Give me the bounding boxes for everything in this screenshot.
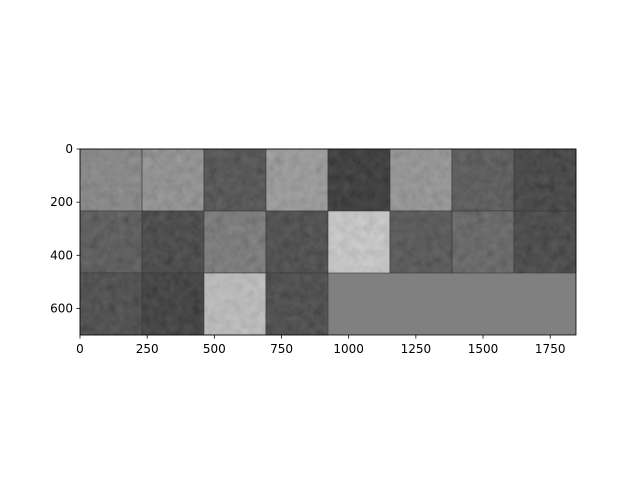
image-tile-11: [203, 210, 267, 274]
x-tick-label-750: 750: [270, 342, 293, 356]
y-tick-label-600: 600: [50, 301, 73, 315]
image-tile-13: [327, 210, 391, 274]
x-tick-label-0: 0: [76, 342, 84, 356]
image-tile-2: [141, 148, 205, 212]
image-tile-7: [451, 148, 515, 212]
image-tile-15: [451, 210, 515, 274]
image-tile-4: [265, 148, 329, 212]
plot-area: [79, 148, 577, 336]
image-tile-1: [79, 148, 143, 212]
x-tick-label-1500: 1500: [468, 342, 499, 356]
image-tile-8: [513, 148, 577, 212]
axes-frame: [79, 148, 577, 336]
x-axis: 0 250 500 750 1000 1250 1500 1750: [76, 335, 565, 356]
image-tile-16: [513, 210, 577, 274]
y-tick-label-0: 0: [65, 142, 73, 156]
image-tile-10: [141, 210, 205, 274]
x-tick-label-1750: 1750: [535, 342, 566, 356]
image-tile-17: [79, 272, 143, 336]
x-tick-label-250: 250: [136, 342, 159, 356]
y-axis: 0 200 400 600: [50, 142, 80, 315]
image-tile-14: [389, 210, 453, 274]
image-tile-18: [141, 272, 205, 336]
image-tile-6: [389, 148, 453, 212]
x-tick-label-500: 500: [203, 342, 226, 356]
image-tile-3: [203, 148, 267, 212]
x-tick-label-1000: 1000: [333, 342, 364, 356]
x-tick-label-1250: 1250: [401, 342, 432, 356]
image-tile-9: [79, 210, 143, 274]
image-tile-20: [265, 272, 329, 336]
image-tile-12: [265, 210, 329, 274]
y-tick-label-400: 400: [50, 248, 73, 262]
image-tile-5: [327, 148, 391, 212]
image-tile-19: [203, 272, 267, 336]
y-tick-label-200: 200: [50, 195, 73, 209]
